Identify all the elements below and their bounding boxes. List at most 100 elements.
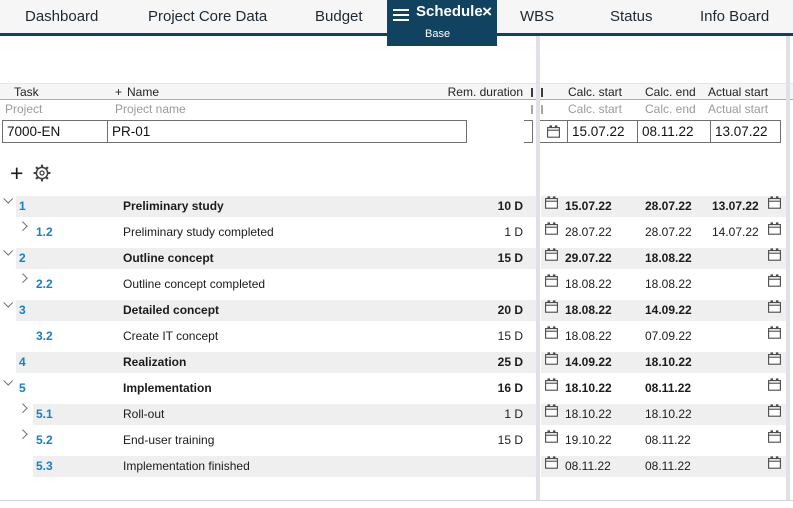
row-stripe-left: [16, 352, 537, 373]
task-calc-start: 15.07.22: [565, 199, 612, 213]
calendar-icon[interactable]: [768, 378, 781, 391]
calendar-icon[interactable]: [545, 378, 558, 391]
calendar-icon[interactable]: [768, 326, 781, 339]
calendar-picker-button[interactable]: [539, 121, 568, 142]
task-calc-start: 18.08.22: [565, 303, 612, 317]
task-number[interactable]: 1.2: [36, 225, 53, 239]
pane-split-divider[interactable]: [536, 36, 540, 500]
chevron-right-icon[interactable]: [20, 274, 30, 284]
gear-icon: [34, 164, 51, 182]
calendar-icon[interactable]: [768, 456, 781, 469]
calendar-icon[interactable]: [545, 326, 558, 339]
clipped-column-fragment: [531, 88, 533, 97]
calendar-icon[interactable]: [768, 222, 781, 235]
chevron-down-icon[interactable]: [4, 248, 14, 258]
calendar-icon[interactable]: [545, 352, 558, 365]
calendar-icon[interactable]: [545, 248, 558, 261]
task-row[interactable]: 4 Realization 25 D 14.09.22 18.10.22: [0, 352, 793, 378]
row-stripe-left: [16, 196, 537, 217]
task-row[interactable]: 2.2 Outline concept completed 18.08.22 1…: [0, 274, 793, 300]
task-number[interactable]: 1: [19, 199, 26, 213]
calendar-icon[interactable]: [768, 404, 781, 417]
hamburger-menu-icon[interactable]: [393, 9, 409, 21]
task-number[interactable]: 5.1: [36, 407, 53, 421]
chevron-down-icon[interactable]: [4, 378, 14, 388]
calendar-icon[interactable]: [545, 300, 558, 313]
task-row[interactable]: 5.3 Implementation finished 08.11.22 08.…: [0, 456, 793, 482]
actual-start-field[interactable]: [711, 121, 780, 142]
project-name-field[interactable]: [108, 121, 466, 142]
task-number[interactable]: 2.2: [36, 277, 53, 291]
task-row[interactable]: 5.2 End-user training 15 D 19.10.22 08.1…: [0, 430, 793, 456]
task-number[interactable]: 5.2: [36, 433, 53, 447]
tab-status[interactable]: Status: [610, 8, 653, 25]
calendar-icon[interactable]: [545, 196, 558, 209]
task-calc-start: 19.10.22: [565, 433, 612, 447]
task-row[interactable]: 1 Preliminary study 10 D 15.07.22 28.07.…: [0, 196, 793, 222]
row-stripe-right: [541, 352, 786, 373]
task-row[interactable]: 5.1 Roll-out 1 D 18.10.22 18.10.22: [0, 404, 793, 430]
calendar-icon[interactable]: [545, 456, 558, 469]
calendar-icon[interactable]: [545, 404, 558, 417]
chevron-right-icon[interactable]: [20, 404, 30, 414]
task-calc-start: 08.11.22: [565, 459, 611, 473]
task-number[interactable]: 2: [19, 251, 26, 265]
chevron-right-icon[interactable]: [20, 430, 30, 440]
task-calc-end: 18.10.22: [645, 407, 692, 421]
clipped-column-fragment: [541, 88, 543, 97]
tab-wbs[interactable]: WBS: [520, 8, 555, 25]
task-row[interactable]: 5 Implementation 16 D 18.10.22 08.11.22: [0, 378, 793, 404]
bottom-separator: [0, 500, 793, 501]
actual-start-cell: [711, 121, 780, 142]
tab-dashboard[interactable]: Dashboard: [25, 8, 99, 25]
row-stripe-right: [541, 456, 786, 477]
add-task-button[interactable]: +: [10, 161, 23, 185]
task-calc-end: 08.11.22: [645, 433, 691, 447]
row-stripe-right: [541, 300, 786, 321]
chevron-down-icon[interactable]: [4, 300, 14, 310]
calendar-icon[interactable]: [545, 222, 558, 235]
calendar-icon[interactable]: [768, 352, 781, 365]
tab-project-core-data[interactable]: Project Core Data: [148, 8, 268, 25]
task-row[interactable]: 1.2 Preliminary study completed 1 D 28.0…: [0, 222, 793, 248]
calc-end-field[interactable]: [638, 121, 710, 142]
tab-schedule-active[interactable]: Schedule × Base: [387, 0, 497, 46]
column-header-calc-end: Calc. end: [645, 85, 696, 99]
project-id-field[interactable]: [3, 121, 107, 142]
project-input-group: [2, 120, 467, 143]
task-name: Outline concept completed: [123, 277, 266, 291]
calendar-icon[interactable]: [768, 196, 781, 209]
calendar-icon[interactable]: [545, 274, 558, 287]
settings-button[interactable]: [33, 164, 51, 182]
close-icon[interactable]: ×: [482, 2, 492, 21]
tab-info-board[interactable]: Info Board: [700, 8, 770, 25]
task-calc-end: 18.08.22: [645, 277, 692, 291]
calc-start-field[interactable]: [568, 121, 637, 142]
task-calc-end: 28.07.22: [645, 199, 692, 213]
task-calc-start: 14.09.22: [565, 355, 612, 369]
task-row[interactable]: 3.2 Create IT concept 15 D 18.08.22 07.0…: [0, 326, 793, 352]
task-number[interactable]: 3.2: [36, 329, 53, 343]
task-calc-start: 29.07.22: [565, 251, 612, 265]
calendar-icon[interactable]: [768, 300, 781, 313]
add-column-button[interactable]: +: [115, 85, 123, 99]
grid-header-row: Task + Name Rem. duration Calc. start Ca…: [0, 83, 793, 100]
task-number[interactable]: 4: [19, 355, 26, 369]
calendar-icon[interactable]: [545, 430, 558, 443]
task-row[interactable]: 3 Detailed concept 20 D 18.08.22 14.09.2…: [0, 300, 793, 326]
calendar-icon[interactable]: [768, 248, 781, 261]
task-rem-duration: 20 D: [497, 303, 523, 317]
calendar-icon[interactable]: [768, 274, 781, 287]
right-pane-divider[interactable]: [786, 36, 790, 500]
task-number[interactable]: 5.3: [36, 459, 53, 473]
chevron-right-icon[interactable]: [20, 222, 30, 232]
task-number[interactable]: 3: [19, 303, 26, 317]
column-header-calc-start: Calc. start: [568, 85, 623, 99]
calendar-icon: [546, 125, 560, 138]
task-row[interactable]: 2 Outline concept 15 D 29.07.22 18.08.22: [0, 248, 793, 274]
chevron-down-icon[interactable]: [4, 196, 14, 206]
task-toolbar: +: [10, 160, 51, 186]
task-number[interactable]: 5: [19, 381, 26, 395]
calendar-icon[interactable]: [768, 430, 781, 443]
tab-budget[interactable]: Budget: [315, 8, 363, 25]
